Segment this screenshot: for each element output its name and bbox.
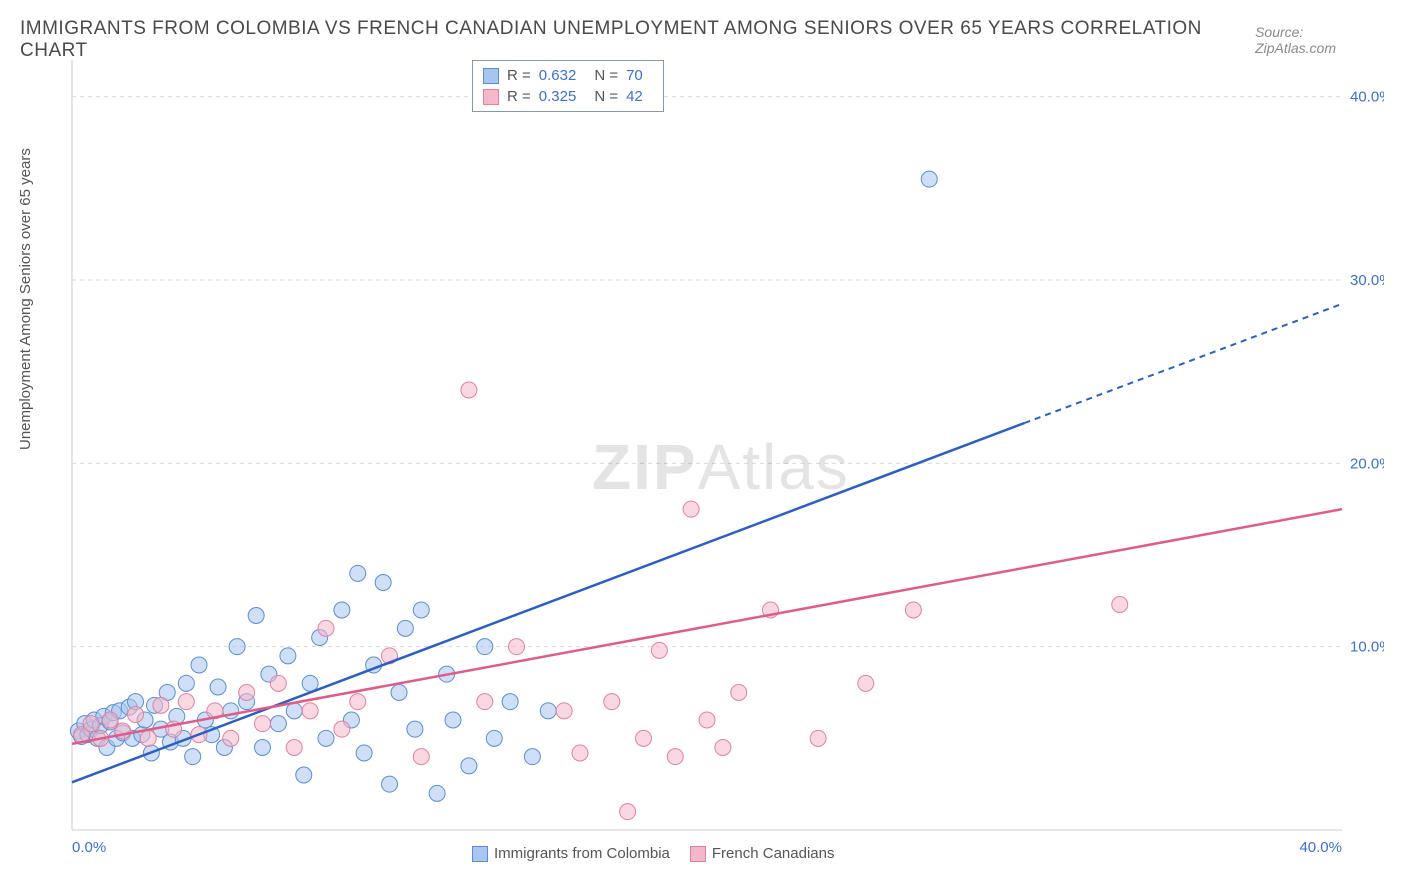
stats-legend: R = 0.632 N = 70 R = 0.325 N = 42 (472, 60, 664, 112)
legend-label: French Canadians (712, 845, 835, 862)
swatch-icon (472, 846, 488, 862)
n-value: 70 (626, 67, 643, 84)
legend-item: French Canadians (690, 845, 835, 862)
svg-text:0.0%: 0.0% (72, 839, 106, 856)
n-value: 42 (626, 88, 643, 105)
n-label: N = (594, 88, 618, 105)
r-label: R = (507, 67, 531, 84)
stats-row: R = 0.632 N = 70 (483, 65, 653, 86)
svg-text:10.0%: 10.0% (1350, 639, 1384, 656)
svg-text:40.0%: 40.0% (1350, 89, 1384, 106)
r-label: R = (507, 88, 531, 105)
chart-area: Unemployment Among Seniors over 65 years… (22, 50, 1384, 870)
r-value: 0.632 (539, 67, 577, 84)
svg-text:40.0%: 40.0% (1299, 839, 1342, 856)
scatter-plot-svg: 10.0% 20.0% 30.0% 40.0% 0.0% 40.0% (22, 50, 1384, 870)
stats-row: R = 0.325 N = 42 (483, 86, 653, 107)
swatch-icon (483, 68, 499, 84)
swatch-icon (483, 89, 499, 105)
svg-text:30.0%: 30.0% (1350, 272, 1384, 289)
n-label: N = (594, 67, 618, 84)
legend-label: Immigrants from Colombia (494, 845, 670, 862)
swatch-icon (690, 846, 706, 862)
legend-item: Immigrants from Colombia (472, 845, 670, 862)
r-value: 0.325 (539, 88, 577, 105)
series-legend: Immigrants from Colombia French Canadian… (472, 845, 834, 862)
svg-text:20.0%: 20.0% (1350, 455, 1384, 472)
